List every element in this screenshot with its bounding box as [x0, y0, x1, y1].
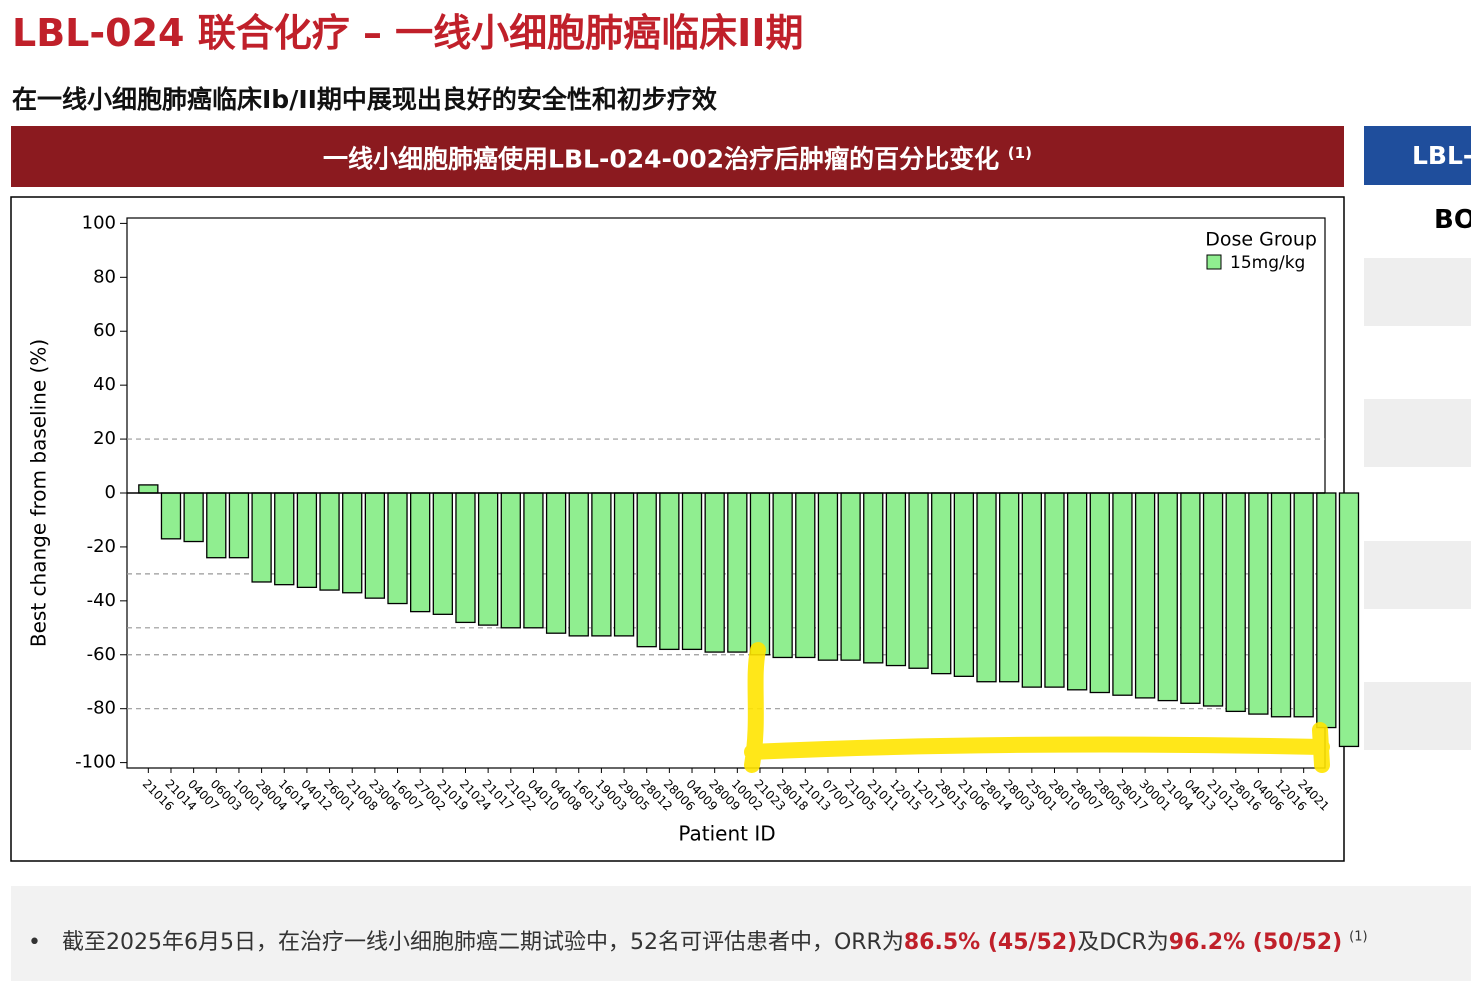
bar [1112, 492, 1133, 696]
bar [704, 492, 725, 653]
bar [591, 492, 612, 637]
bar [364, 492, 386, 599]
bar [1180, 492, 1201, 704]
bar [1157, 492, 1178, 702]
y-tick-label: -80 [87, 698, 116, 719]
footnote-mid: 及DCR为 [1077, 930, 1169, 955]
chart-title: 一线小细胞肺癌使用LBL-024-002治疗后肿瘤的百分比变化 [323, 144, 1000, 174]
side-header: LBL- [1364, 126, 1471, 185]
y-tick-label: 60 [93, 320, 116, 341]
bar [795, 492, 816, 659]
bar [410, 492, 431, 613]
bar [749, 492, 771, 656]
y-tick-label: -40 [87, 590, 116, 611]
bar [251, 492, 272, 583]
bar [206, 492, 227, 559]
bar [1134, 492, 1156, 699]
bar [500, 492, 521, 629]
bar [772, 492, 793, 659]
orr: 86.5% (45/52) [903, 930, 1078, 955]
bar [908, 492, 929, 669]
side-subheader: BO [1434, 205, 1471, 235]
bar [636, 492, 657, 648]
bar [1338, 492, 1360, 748]
footnote-text: 截至2025年6月5日，在治疗一线小细胞肺癌二期试验中，52名可评估患者中，OR… [61, 930, 904, 955]
bar [1044, 492, 1065, 688]
bar [1225, 492, 1246, 713]
bar [659, 492, 680, 651]
bar [953, 492, 975, 677]
x-axis-label: Patient ID [678, 822, 775, 846]
bar [545, 492, 567, 634]
bar [274, 492, 295, 586]
bar [319, 492, 340, 591]
bar [863, 492, 884, 664]
side-box [1364, 258, 1471, 326]
y-tick-label: 40 [93, 374, 116, 395]
title: LBL-024 联合化疗 – 一线小细胞肺癌临床II期 [12, 11, 804, 55]
bar [613, 492, 635, 637]
bar [1248, 492, 1269, 715]
bar [138, 484, 159, 494]
bar [1316, 492, 1337, 729]
bar [999, 492, 1020, 683]
footnote-box [11, 886, 1471, 981]
bar [1021, 492, 1042, 688]
bar [681, 492, 703, 651]
bar [568, 492, 589, 637]
footnote: • 截至2025年6月5日，在治疗一线小细胞肺癌二期试验中，52名可评估患者中，… [28, 929, 1368, 955]
legend-swatch [1206, 254, 1222, 270]
bar [477, 492, 499, 626]
bar [885, 492, 907, 667]
legend-title: Dose Group [1205, 229, 1317, 251]
bar [342, 492, 363, 594]
bar [228, 492, 250, 559]
y-axis-label: Best change from baseline (%) [27, 339, 51, 647]
footnote-sup: (1) [1349, 929, 1368, 945]
side-box [1364, 682, 1471, 750]
y-tick-label: -20 [87, 536, 116, 557]
bar [727, 492, 748, 653]
highlight [744, 642, 1330, 773]
bar [1293, 492, 1314, 718]
chart-banner: 一线小细胞肺癌使用LBL-024-002治疗后肿瘤的百分比变化 (1) [11, 126, 1344, 187]
y-tick-label: 20 [93, 428, 116, 449]
bar [931, 492, 952, 675]
y-tick-label: 80 [93, 266, 116, 287]
bar [523, 492, 544, 629]
bar [817, 492, 839, 661]
bar [160, 492, 182, 540]
bar [387, 492, 408, 605]
y-tick-label: 100 [82, 212, 116, 233]
bar [1066, 492, 1088, 691]
y-tick-label: -100 [75, 752, 116, 773]
bar [976, 492, 997, 683]
y-tick-label: 0 [105, 482, 116, 503]
y-tick-label: -60 [87, 644, 116, 665]
bar [432, 492, 453, 615]
bar [183, 492, 204, 543]
bar [1089, 492, 1110, 694]
bar [1202, 492, 1224, 707]
chart-title-note: (1) [1007, 144, 1032, 162]
subtitle: 在一线小细胞肺癌临床Ib/II期中展现出良好的安全性和初步疗效 [12, 85, 717, 114]
side-box [1364, 541, 1471, 609]
dcr: 96.2% (50/52) [1168, 930, 1343, 955]
bar [1270, 492, 1292, 718]
bar [296, 492, 318, 589]
side-box [1364, 399, 1471, 467]
legend-label: 15mg/kg [1230, 253, 1305, 273]
chart: Best change from baseline (%) Patient ID… [10, 196, 1360, 862]
bar [840, 492, 861, 661]
bar [455, 492, 476, 624]
